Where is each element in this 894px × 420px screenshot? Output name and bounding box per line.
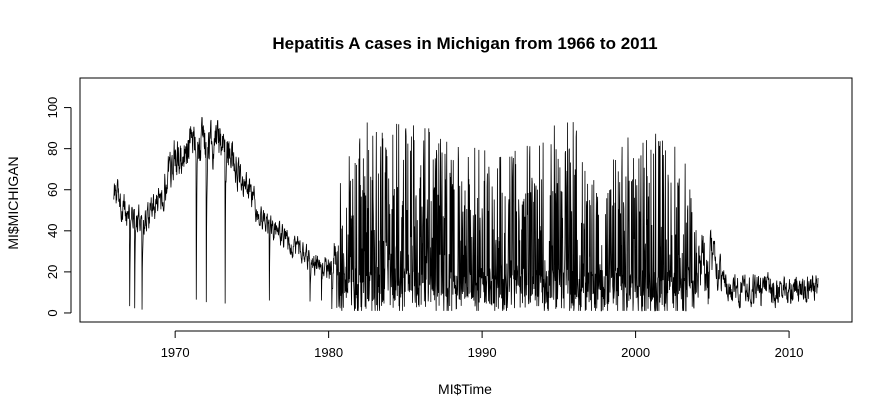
y-axis: 0 20 40 60 80 100 [45, 97, 72, 317]
x-axis: 1970 1980 1990 2000 2010 [161, 330, 804, 360]
y-tick-label: 100 [45, 97, 60, 119]
y-tick-label: 60 [45, 182, 60, 196]
y-tick-label: 80 [45, 141, 60, 155]
y-tick-label: 0 [45, 309, 60, 316]
chart-title: Hepatitis A cases in Michigan from 1966 … [272, 34, 657, 53]
plot-box [79, 77, 853, 323]
x-tick-label: 2010 [775, 345, 804, 360]
series-line [113, 116, 819, 312]
series-layer [113, 116, 819, 312]
x-tick-label: 1990 [468, 345, 497, 360]
x-tick-label: 1970 [161, 345, 190, 360]
x-tick-label: 1980 [314, 345, 343, 360]
x-axis-label: MI$Time [438, 381, 492, 397]
x-tick-label: 2000 [621, 345, 650, 360]
y-tick-label: 40 [45, 224, 60, 238]
y-tick-label: 20 [45, 265, 60, 279]
y-axis-label: MI$MICHIGAN [5, 156, 21, 249]
